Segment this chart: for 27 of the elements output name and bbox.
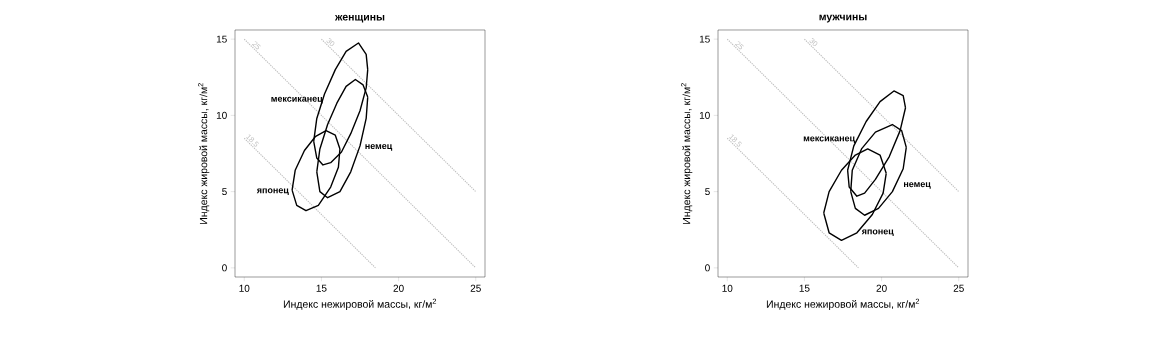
series-label: японец [256, 188, 289, 195]
x-axis-title: Индекс нежировой массы, кг/м$^{2}$ [283, 298, 437, 310]
x-axis-title: Индекс нежировой массы, кг/м$^{2}$ [766, 298, 920, 310]
series-label: немец [904, 182, 931, 189]
y-tick-label: 5 [705, 188, 710, 196]
x-tick-label: 20 [393, 284, 404, 292]
y-axis-title: Индекс жировой массы, кг/м$^{2}$ [681, 83, 693, 224]
y-tick-label: 10 [216, 111, 227, 119]
y-tick-label: 15 [699, 35, 710, 43]
x-tick-label: 25 [470, 284, 481, 292]
series-label: немец [365, 144, 393, 151]
y-tick-label: 5 [222, 188, 227, 196]
y-axis-title: Индекс жировой массы, кг/м$^{2}$ [198, 83, 210, 224]
y-tick-label: 0 [222, 264, 227, 272]
x-tick-label: 20 [876, 284, 887, 292]
x-tick-label: 25 [953, 284, 964, 292]
y-tick-label: 0 [705, 264, 710, 272]
y-tick-label: 15 [216, 35, 227, 43]
series-label: японец [861, 229, 894, 237]
chart-title: мужчины [819, 14, 867, 23]
y-tick-label: 10 [699, 111, 710, 119]
x-tick-label: 15 [799, 284, 810, 292]
chart-title: женщины [334, 14, 385, 23]
x-tick-label: 10 [239, 284, 250, 292]
x-tick-label: 15 [316, 284, 327, 292]
x-tick-label: 10 [722, 284, 733, 292]
series-label: мексиканец [803, 136, 855, 144]
